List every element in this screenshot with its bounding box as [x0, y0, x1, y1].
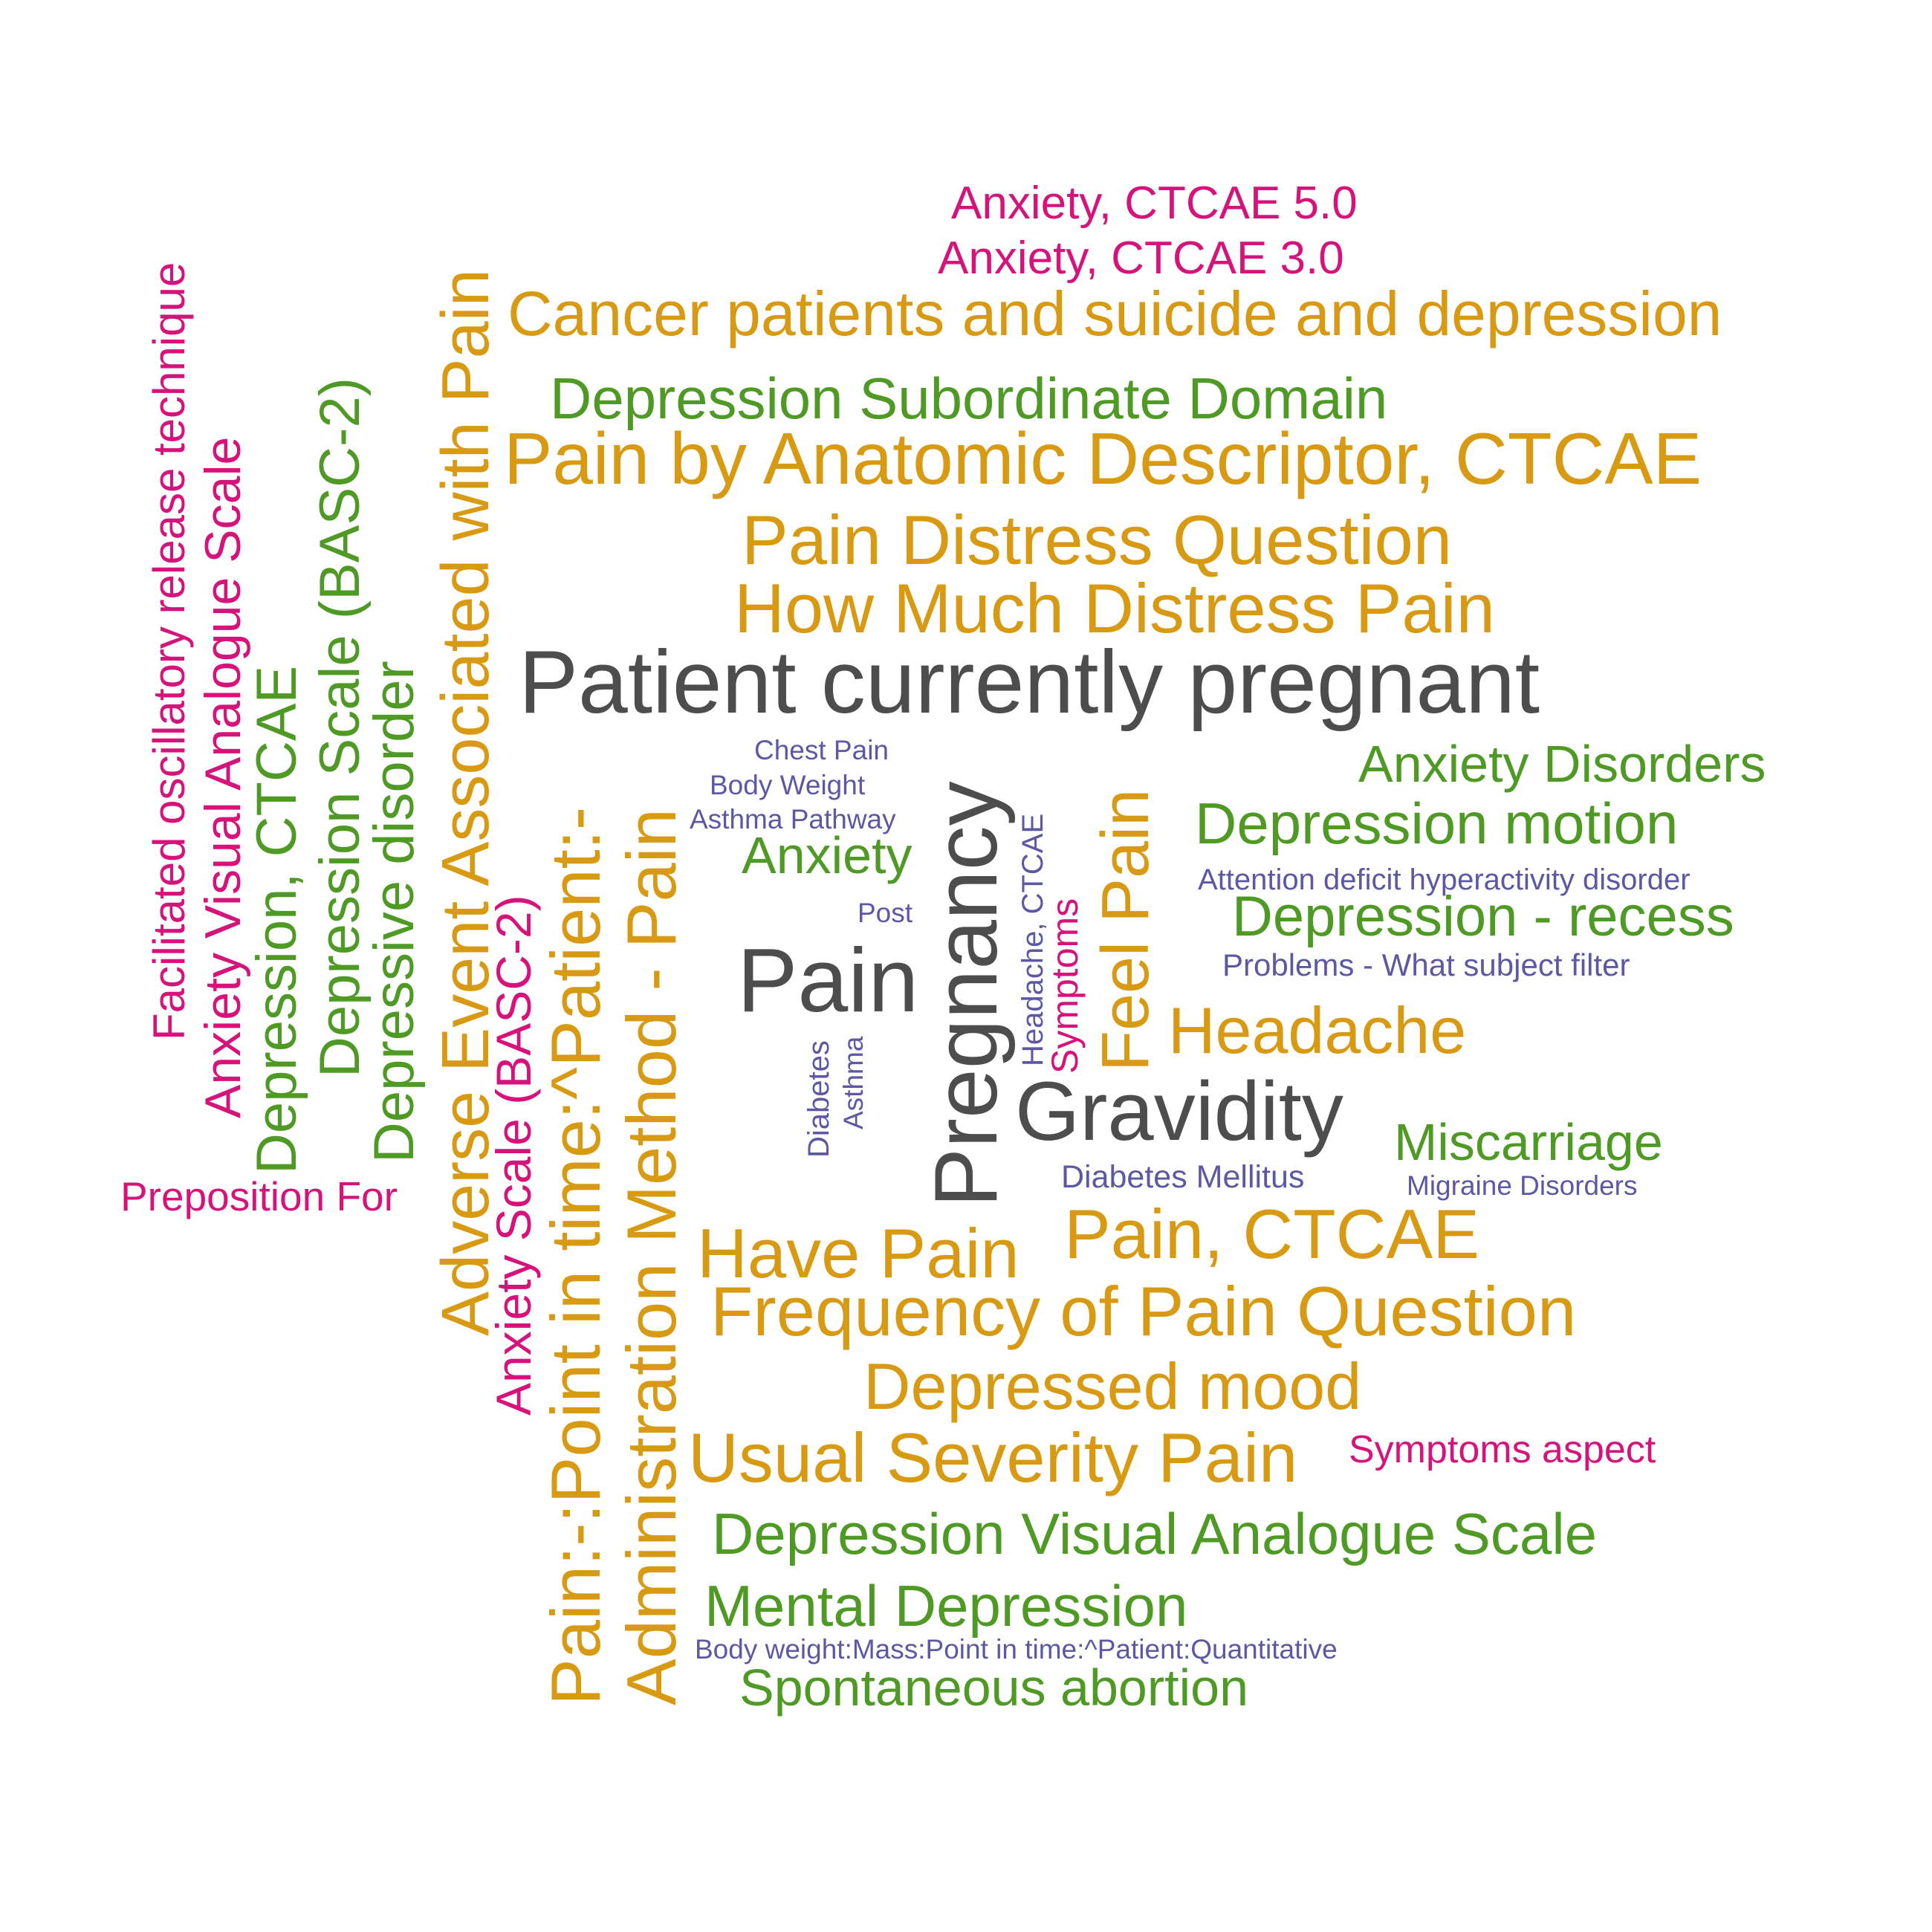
word-patient-pregnant: Patient currently pregnant: [519, 632, 1540, 732]
word-how-much-distress: How Much Distress Pain: [734, 569, 1495, 647]
word-depression-recess: Depression - recess: [1232, 885, 1734, 948]
word-adhd: Attention deficit hyperactivity disorder: [1198, 863, 1690, 896]
word-headache-ctcae: Headache, CTCAE: [1017, 813, 1049, 1066]
word-pain: Pain: [737, 930, 919, 1031]
word-chest-pain: Chest Pain: [754, 735, 889, 765]
word-preposition-for: Preposition For: [120, 1173, 398, 1219]
word-body-weight-mass: Body weight:Mass:Point in time:^Patient:…: [695, 1634, 1338, 1664]
word-post: Post: [858, 898, 913, 928]
word-feel-pain: Feel Pain: [1089, 788, 1163, 1072]
word-migraine: Migraine Disorders: [1407, 1170, 1638, 1201]
word-anxiety-ctcae-5: Anxiety, CTCAE 5.0: [951, 178, 1358, 229]
word-cancer-patients: Cancer patients and suicide and depressi…: [508, 279, 1722, 349]
word-body-weight: Body Weight: [710, 770, 866, 800]
word-miscarriage: Miscarriage: [1394, 1113, 1663, 1171]
word-usual-severity: Usual Severity Pain: [688, 1419, 1298, 1497]
word-administration-method: Administration Method - Pain: [612, 808, 690, 1705]
word-asthma: Asthma: [838, 1036, 869, 1129]
word-pregnancy: Pregnancy: [916, 781, 1016, 1208]
word-pain-anatomic: Pain by Anatomic Descriptor, CTCAE: [504, 418, 1702, 499]
word-depression-subordinate: Depression Subordinate Domain: [550, 366, 1388, 431]
word-problems-filter: Problems - What subject filter: [1222, 947, 1630, 982]
word-mental-depression: Mental Depression: [704, 1573, 1188, 1638]
word-spontaneous-abortion: Spontaneous abortion: [739, 1659, 1248, 1717]
word-anxiety-scale-basc: Anxiety Scale (BASC-2): [486, 895, 541, 1416]
word-frequency-pain: Frequency of Pain Question: [710, 1272, 1577, 1350]
word-depression-ctcae: Depression, CTCAE: [245, 665, 308, 1174]
word-asthma-pathway: Asthma Pathway: [690, 804, 896, 834]
word-symptoms-aspect: Symptoms aspect: [1349, 1428, 1656, 1471]
word-depressive-disorder: Depressive disorder: [363, 661, 426, 1163]
word-headache: Headache: [1168, 993, 1467, 1067]
word-anxiety-ctcae-3: Anxiety, CTCAE 3.0: [938, 233, 1344, 284]
word-gravidity: Gravidity: [1015, 1065, 1343, 1158]
word-anxiety: Anxiety: [742, 826, 912, 884]
word-depression-scale-basc: Depression Scale (BASC-2): [308, 377, 372, 1077]
word-anxiety-vas: Anxiety Visual Analogue Scale: [195, 436, 251, 1118]
word-diabetes: Diabetes: [803, 1040, 835, 1158]
word-depression-vas: Depression Visual Analogue Scale: [712, 1501, 1598, 1566]
word-pain-point-in-time: Pain:-:Point in time:^Patient:-: [537, 806, 615, 1705]
word-depression-motion: Depression motion: [1195, 791, 1679, 856]
word-have-pain: Have Pain: [697, 1214, 1020, 1292]
word-depressed-mood: Depressed mood: [863, 1349, 1362, 1423]
word-pain-ctcae: Pain, CTCAE: [1064, 1195, 1479, 1273]
word-facilitated: Facilitated oscillatory release techniqu…: [144, 262, 194, 1040]
word-pain-distress-question: Pain Distress Question: [742, 501, 1453, 579]
word-anxiety-disorders: Anxiety Disorders: [1358, 735, 1766, 793]
word-diabetes-mellitus: Diabetes Mellitus: [1061, 1159, 1305, 1195]
word-symptoms: Symptoms: [1044, 898, 1086, 1074]
